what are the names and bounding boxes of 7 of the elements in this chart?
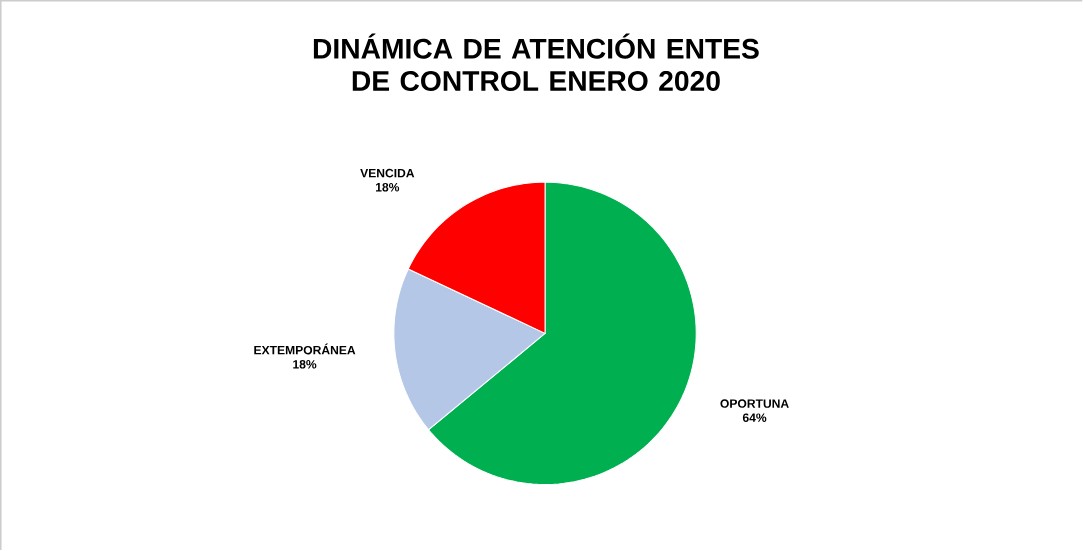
data-label: 64% — [742, 413, 767, 423]
data-label: 18% — [293, 360, 317, 369]
data-label: 18% — [376, 183, 400, 192]
slice-label: OPORTUNA — [720, 399, 789, 408]
slice-label: VENCIDA — [360, 168, 415, 178]
chart-title: DINÁMICA DE ATENCIÓN ENTES DE CONTROL ENERO 2020 — [313, 33, 759, 92]
slice-label: EXTEMPORÁNEA — [254, 343, 356, 355]
